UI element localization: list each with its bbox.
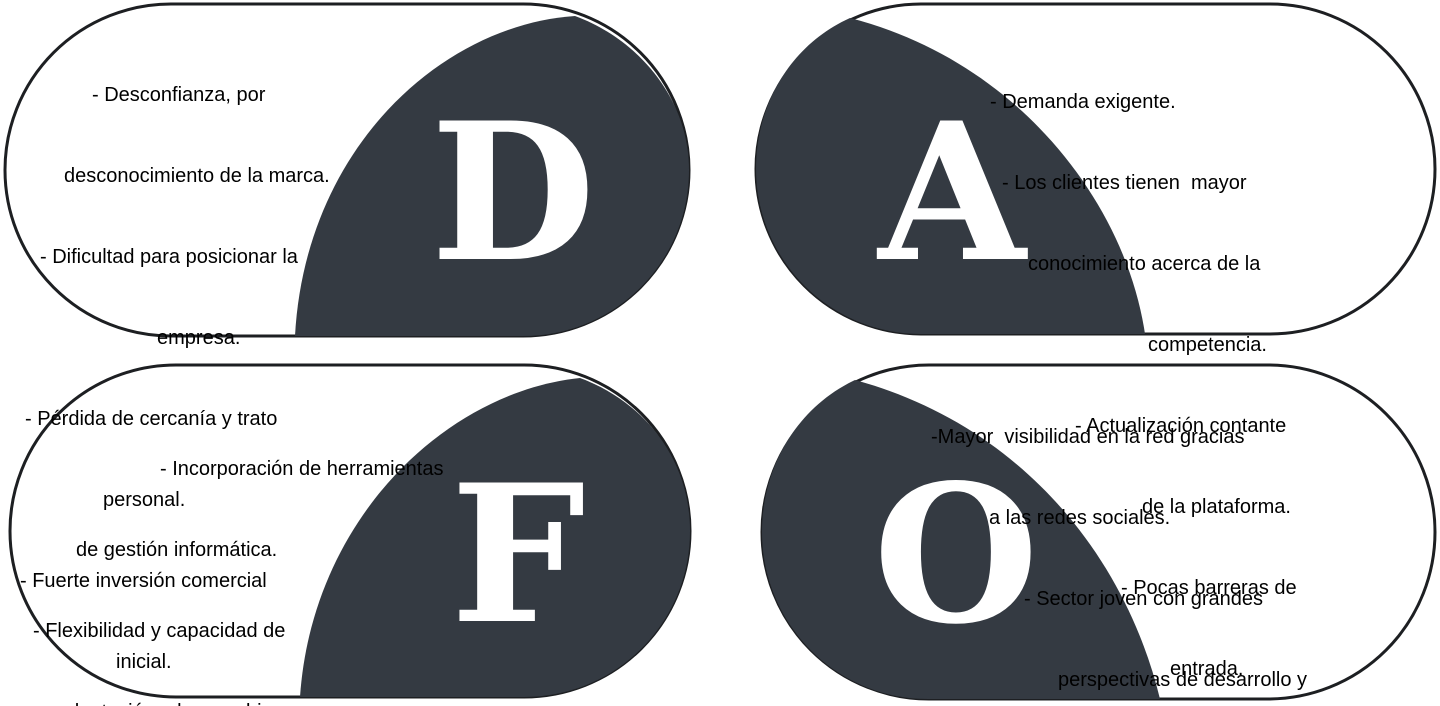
letter-d: D [430, 81, 596, 304]
letter-a: A [878, 81, 1026, 304]
quadrant-o-shape [760, 363, 1437, 701]
letter-f: F [450, 443, 586, 666]
list-line: - Actualización contante [1075, 415, 1287, 437]
quadrant-o-list: -Mayor visibilidad en la red gracias a l… [0, 370, 1375, 706]
list-line: - Dificultad para posicionar la [40, 246, 298, 268]
list-line: - Los clientes tienen mayor [1002, 172, 1247, 194]
list-line: desconocimiento de la marca. [64, 165, 330, 187]
list-line: inicial. [116, 651, 172, 673]
list-line: competencia. [1148, 334, 1267, 356]
list-line: - Fuerte inversión comercial [20, 570, 267, 592]
quadrant-f-shape [8, 363, 692, 699]
list-line: adaptación a los cambios. [0, 699, 443, 706]
list-line: empresa. [157, 327, 241, 349]
quadrant-f-list: - Incorporación de herramientas de gesti… [0, 402, 443, 706]
list-line: de la plataforma. [1142, 496, 1291, 518]
quadrant-d-shape [3, 2, 691, 338]
list-line: conocimiento acerca de la [1028, 253, 1261, 275]
list-line: - Incorporación de herramientas [160, 458, 444, 480]
list-line: - Pérdida de cercanía y trato [25, 408, 278, 430]
quadrant-a-list: - Demanda exigente. - Los clientes tiene… [0, 35, 1297, 706]
list-line: - Demanda exigente. [990, 91, 1176, 113]
list-line: entrada. [1170, 658, 1244, 680]
list-line: - Sector joven con grandes [1024, 588, 1264, 610]
list-line: personal. [103, 489, 186, 511]
list-line: -Mayor visibilidad en la red gracias [931, 426, 1245, 448]
quadrant-a-shape [754, 2, 1437, 336]
list-line: - Desconfianza, por [92, 84, 266, 106]
list-line: de gestión informática. [76, 539, 278, 561]
quadrant-d-list: - Desconfianza, por desconocimiento de l… [0, 28, 330, 706]
list-line: - Flexibilidad y capacidad de [33, 620, 286, 642]
list-line: - Pocas barreras de [1121, 577, 1297, 599]
list-line: a las redes sociales. [989, 507, 1171, 529]
letter-o: O [873, 443, 1039, 666]
list-line: perspectivas de desarrollo y [1058, 669, 1308, 691]
